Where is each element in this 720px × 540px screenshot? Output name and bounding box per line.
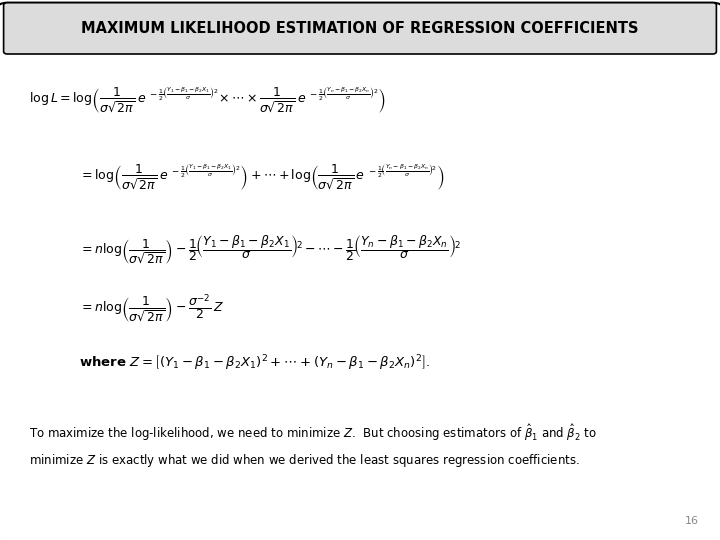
Text: To maximize the log-likelihood, we need to minimize $Z$.  But choosing estimator: To maximize the log-likelihood, we need … [29, 422, 597, 469]
Text: MAXIMUM LIKELIHOOD ESTIMATION OF REGRESSION COEFFICIENTS: MAXIMUM LIKELIHOOD ESTIMATION OF REGRESS… [81, 21, 639, 36]
Text: $\mathbf{where}\ Z = \left[(Y_1-\beta_1-\beta_2 X_1)^2+\cdots+(Y_n-\beta_1-\beta: $\mathbf{where}\ Z = \left[(Y_1-\beta_1-… [79, 353, 431, 373]
Text: $= \log\!\left(\dfrac{1}{\sigma\sqrt{2\pi}}\,e^{\;-\frac{1}{2}\!\left(\frac{Y_1-: $= \log\!\left(\dfrac{1}{\sigma\sqrt{2\p… [79, 163, 445, 192]
Text: $= n\log\!\left(\dfrac{1}{\sigma\sqrt{2\pi}}\right)-\dfrac{1}{2}\!\left(\dfrac{Y: $= n\log\!\left(\dfrac{1}{\sigma\sqrt{2\… [79, 233, 461, 266]
Text: 16: 16 [685, 516, 698, 526]
FancyBboxPatch shape [0, 3, 720, 540]
FancyBboxPatch shape [4, 3, 716, 54]
Text: $\log L = \log\!\left(\dfrac{1}{\sigma\sqrt{2\pi}}\,e^{\;-\frac{1}{2}\!\left(\fr: $\log L = \log\!\left(\dfrac{1}{\sigma\s… [29, 85, 386, 114]
Text: $= n\log\!\left(\dfrac{1}{\sigma\sqrt{2\pi}}\right)-\dfrac{\sigma^{-2}}{2}\,Z$: $= n\log\!\left(\dfrac{1}{\sigma\sqrt{2\… [79, 293, 225, 325]
